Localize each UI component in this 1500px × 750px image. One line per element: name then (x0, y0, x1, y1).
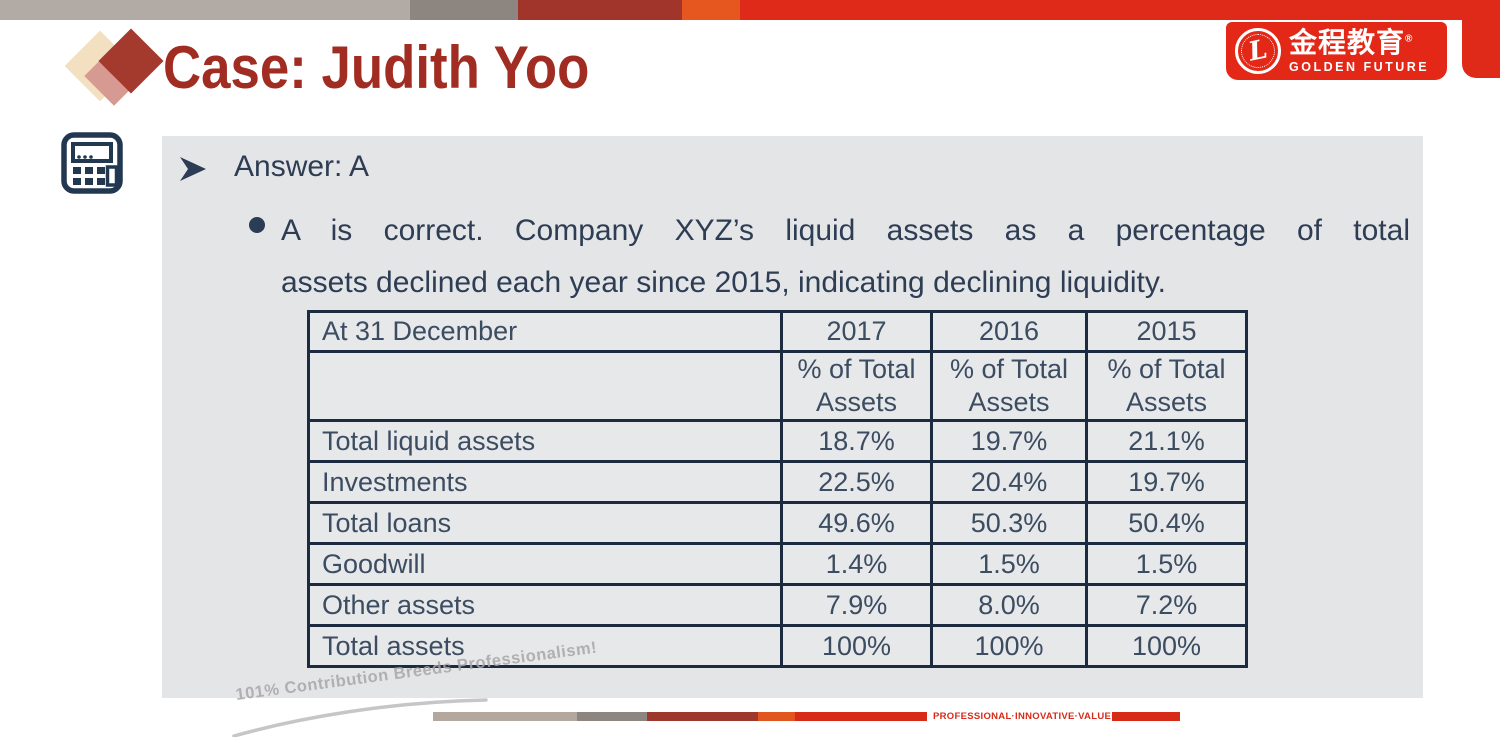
arrow-bullet-icon (180, 156, 206, 181)
cell-value: 100% (930, 624, 1088, 668)
table-row: Total assets 100% 100% 100% (307, 624, 1248, 668)
logo-name-english: GOLDEN FUTURE (1289, 59, 1430, 74)
cell-value: 19.7% (1085, 460, 1248, 504)
brand-logo: L 金程教育® GOLDEN FUTURE (1226, 22, 1447, 80)
logo-name-chinese: 金程教育® (1289, 26, 1429, 58)
seal-inner-ring (1241, 34, 1275, 68)
strip-segment-gray (410, 0, 518, 20)
footer-segment-red-left (795, 712, 927, 721)
row-label: Total liquid assets (307, 419, 783, 463)
answer-row: Answer: A (180, 150, 369, 184)
cell-value: 7.9% (780, 583, 933, 627)
answer-label: Answer: A (234, 150, 370, 183)
footer-segment-orange (758, 712, 795, 721)
footer-tagline: PROFESSIONAL·INNOVATIVE·VALUE·CREATING (933, 711, 1166, 722)
table-subheader-row: % of Total Assets % of Total Assets % of… (307, 350, 1248, 422)
cell-value: 18.7% (780, 419, 933, 463)
cell-value: 1.4% (780, 542, 933, 586)
strip-segment-red (740, 0, 1500, 20)
cell-value: 1.5% (1085, 542, 1248, 586)
cell-value: 50.4% (1085, 501, 1248, 545)
table-row: Total loans 49.6% 50.3% 50.4% (307, 501, 1248, 545)
table-row: Investments 22.5% 20.4% 19.7% (307, 460, 1248, 504)
explanation-paragraph: A is correct. Company XYZ’s liquid asset… (281, 205, 1410, 309)
table-header-row: At 31 December 2017 2016 2015 (307, 310, 1248, 353)
cell-value: 22.5% (780, 460, 933, 504)
row-label: Goodwill (307, 542, 783, 586)
subheader-empty-cell (307, 350, 783, 422)
strip-segment-orange (682, 0, 740, 20)
row-label: Investments (307, 460, 783, 504)
subheader-2017: % of Total Assets (780, 350, 933, 422)
table-row: Other assets 7.9% 8.0% 7.2% (307, 583, 1248, 627)
footer-segment-darkred (647, 712, 758, 721)
footer-segment-red-right (1112, 712, 1180, 721)
asset-percentage-table: At 31 December 2017 2016 2015 % of Total… (307, 310, 1248, 668)
table-row: Goodwill 1.4% 1.5% 1.5% (307, 542, 1248, 586)
table-corner-header: At 31 December (307, 310, 783, 353)
explanation-line-2: assets declined each year since 2015, in… (281, 266, 1166, 299)
row-label: Total assets (307, 624, 783, 668)
swoosh-decoration (232, 698, 488, 737)
top-color-strip (0, 0, 1500, 20)
logo-text: 金程教育® GOLDEN FUTURE (1289, 26, 1430, 74)
table-row: Total liquid assets 18.7% 19.7% 21.1% (307, 419, 1248, 463)
cell-value: 8.0% (930, 583, 1088, 627)
footer-segment-taupe (433, 712, 577, 721)
year-header-2017: 2017 (780, 310, 933, 353)
cell-value: 50.3% (930, 501, 1088, 545)
strip-segment-lightgray (0, 0, 410, 20)
cell-value: 19.7% (930, 419, 1088, 463)
seal-monogram: L (1245, 34, 1271, 68)
logo-cn-chars: 金程教育 (1289, 26, 1406, 58)
calculator-icon (61, 132, 123, 194)
cell-value: 100% (1085, 624, 1248, 668)
year-header-2015: 2015 (1085, 310, 1248, 353)
cell-value: 49.6% (780, 501, 933, 545)
footer-color-bar (0, 712, 1500, 721)
cell-value: 20.4% (930, 460, 1088, 504)
brand-seal-icon: L (1235, 28, 1281, 74)
footer-segment-gray (577, 712, 647, 721)
subheader-2015: % of Total Assets (1085, 350, 1248, 422)
strip-segment-darkred (518, 0, 682, 20)
bullet-dot-icon (249, 217, 265, 233)
cell-value: 21.1% (1085, 419, 1248, 463)
registered-mark: ® (1405, 33, 1414, 45)
cell-value: 7.2% (1085, 583, 1248, 627)
right-red-tab (1462, 0, 1500, 78)
cell-value: 100% (780, 624, 933, 668)
row-label: Total loans (307, 501, 783, 545)
row-label: Other assets (307, 583, 783, 627)
subheader-2016: % of Total Assets (930, 350, 1088, 422)
cell-value: 1.5% (930, 542, 1088, 586)
explanation-line-1: A is correct. Company XYZ’s liquid asset… (281, 214, 1410, 247)
page-title: Case: Judith Yoo (163, 34, 590, 101)
year-header-2016: 2016 (930, 310, 1088, 353)
